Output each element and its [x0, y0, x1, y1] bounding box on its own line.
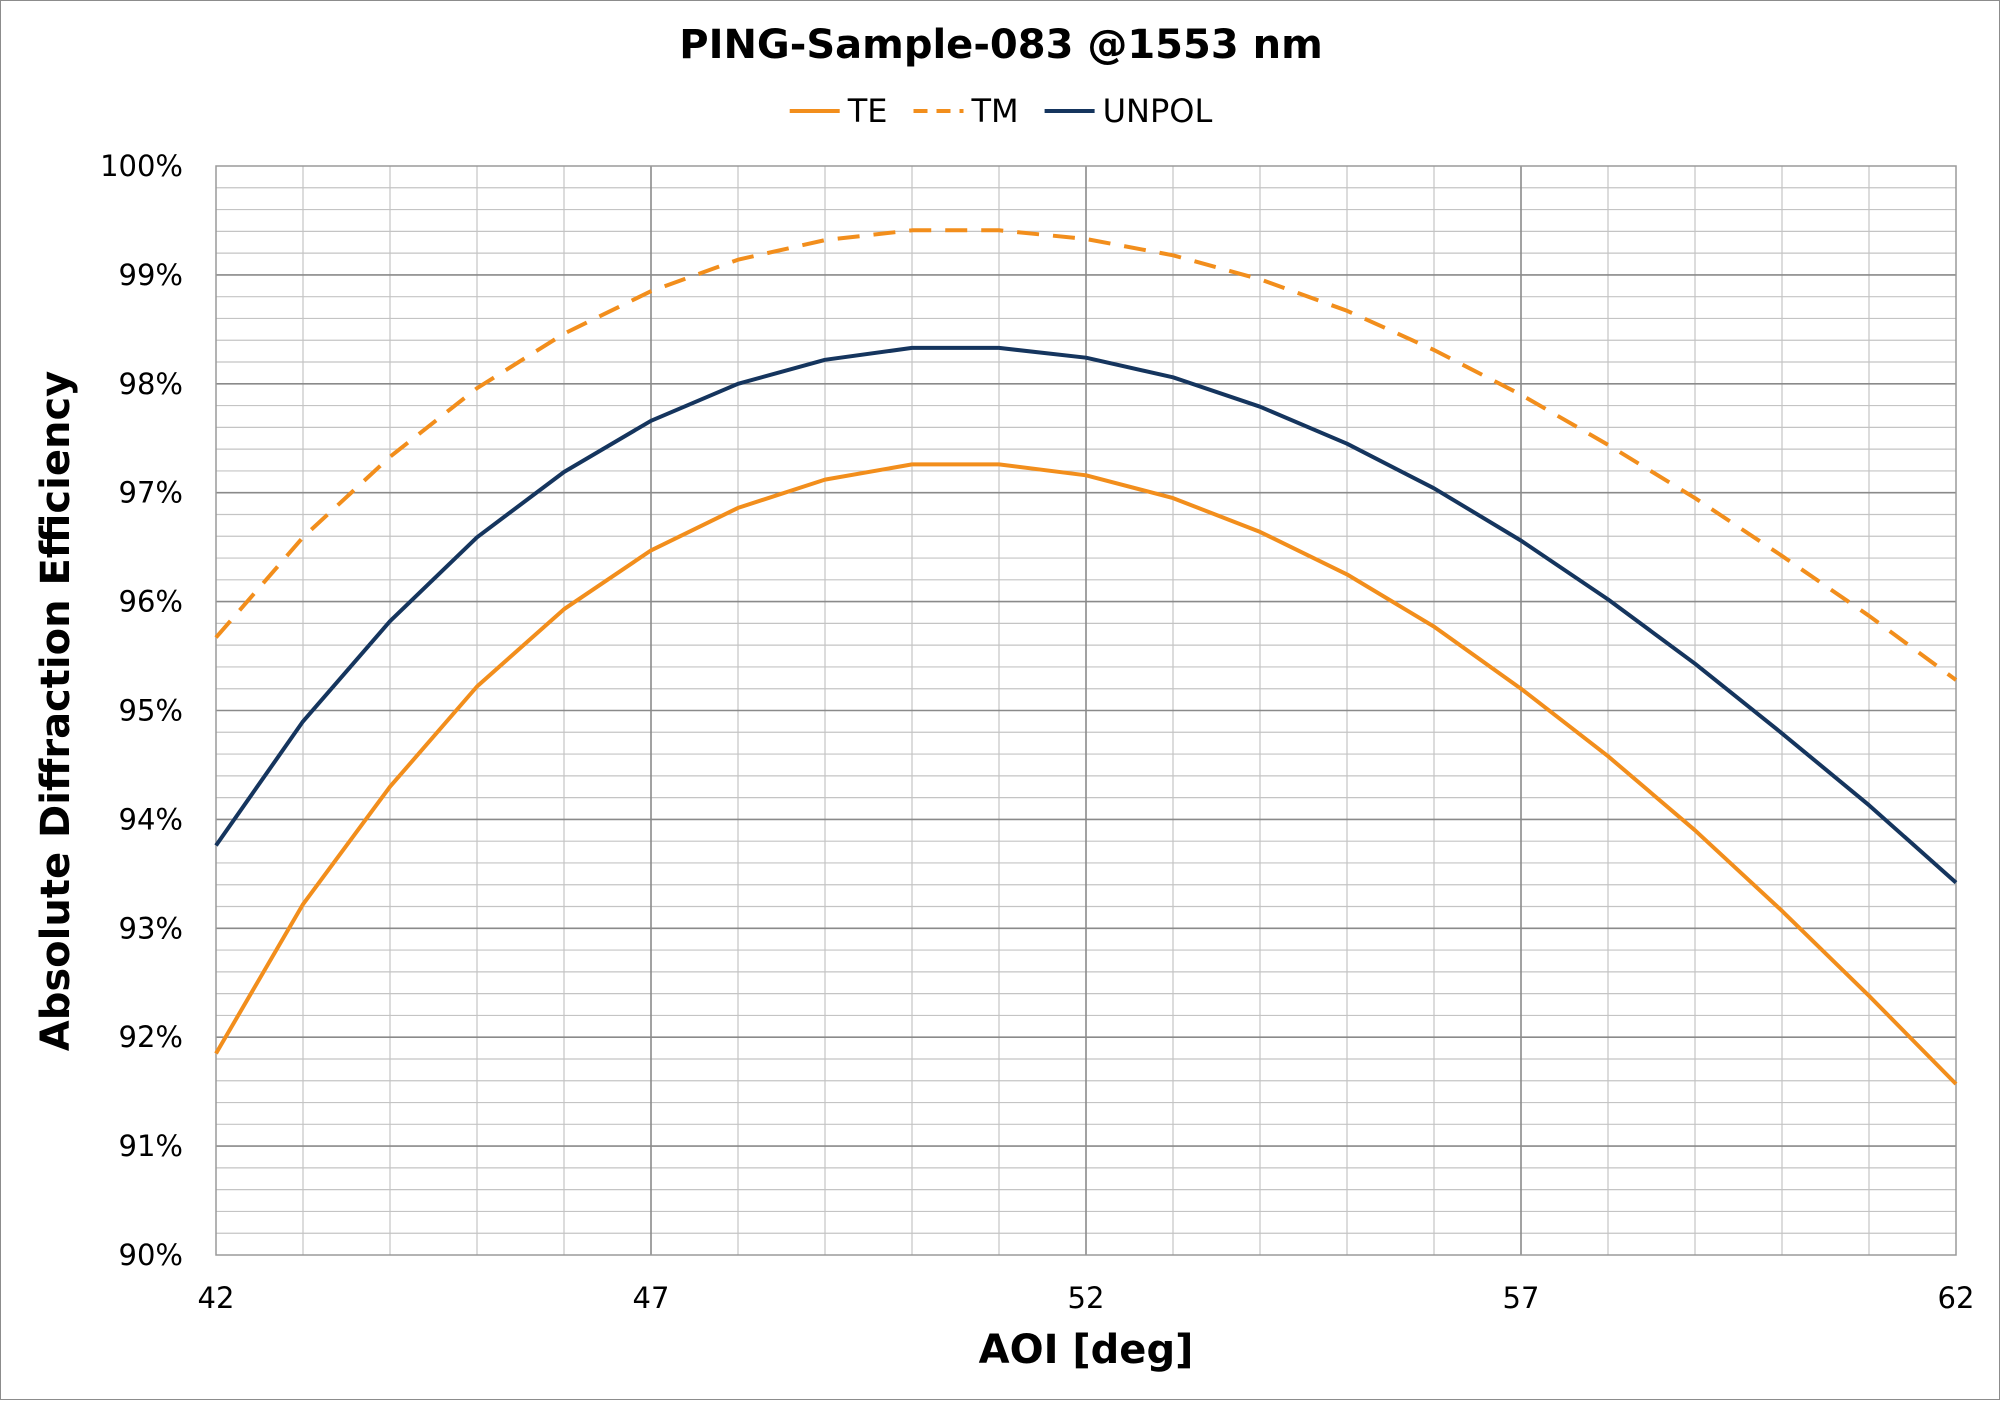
series-layer: [214, 228, 1958, 1086]
series-line-unpol: [214, 345, 1958, 885]
x-axis-tick-labels: 42 47 52 57 62: [198, 1281, 1975, 1315]
y-tick-label: 96%: [119, 585, 183, 619]
y-tick-label: 93%: [119, 911, 183, 945]
legend: TE TM UNPOL: [789, 92, 1213, 130]
y-tick-label: 97%: [119, 476, 183, 510]
legend-item-te: TE: [789, 92, 888, 130]
plot-border: [215, 165, 1957, 1256]
y-tick-label: 99%: [119, 258, 183, 292]
legend-label-te: TE: [847, 92, 888, 130]
legend-label-unpol: UNPOL: [1103, 92, 1213, 130]
y-tick-label: 95%: [119, 694, 183, 728]
legend-item-unpol: UNPOL: [1044, 92, 1213, 130]
major-grid: [216, 166, 1956, 1255]
x-tick-label: 62: [1938, 1281, 1975, 1315]
y-tick-label: 92%: [119, 1020, 183, 1054]
y-tick-label: 90%: [119, 1238, 183, 1272]
x-tick-label: 57: [1503, 1281, 1540, 1315]
series-line-te: [214, 462, 1958, 1086]
y-tick-label: 91%: [119, 1129, 183, 1163]
x-axis-title: AOI [deg]: [979, 1327, 1194, 1373]
y-tick-label: 100%: [100, 149, 183, 183]
y-tick-label: 98%: [119, 367, 183, 401]
y-axis-title: Absolute Diffraction Efficiency: [33, 371, 79, 1051]
series-line-tm: [214, 228, 1958, 682]
x-tick-label: 52: [1068, 1281, 1105, 1315]
x-tick-label: 42: [198, 1281, 235, 1315]
y-tick-label: 94%: [119, 802, 183, 836]
legend-label-tm: TM: [971, 92, 1019, 130]
legend-item-tm: TM: [913, 92, 1019, 130]
y-axis-tick-labels: 90% 91% 92% 93% 94% 95% 96% 97% 98% 99% 100%: [100, 149, 183, 1272]
x-tick-label: 47: [633, 1281, 670, 1315]
chart-title: PING-Sample-083 @1553 nm: [679, 22, 1323, 68]
